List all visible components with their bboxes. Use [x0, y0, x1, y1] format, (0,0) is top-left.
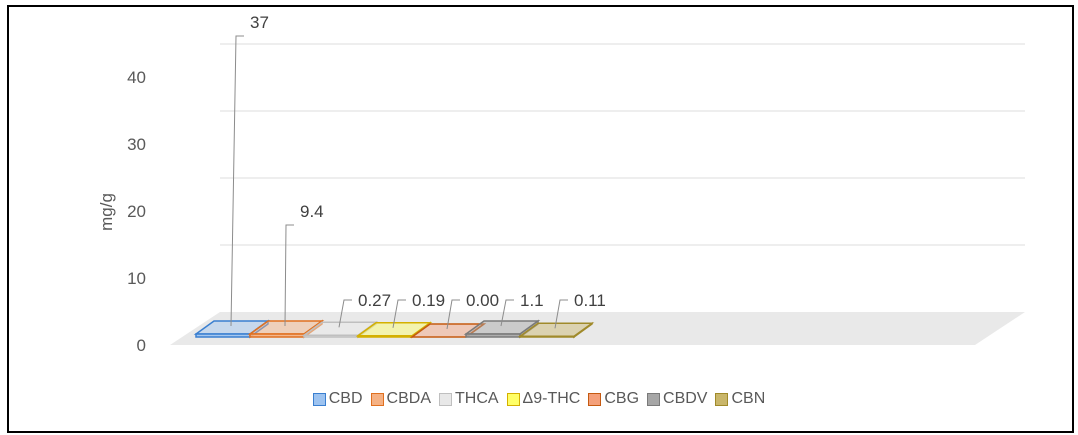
data-label: 37 [250, 13, 269, 32]
legend-label: CBD [328, 390, 363, 407]
data-label: 0.27 [358, 291, 391, 310]
data-label-leader [230, 35, 244, 327]
bar-front-face [195, 333, 251, 338]
legend-item: Δ9-THC [506, 390, 581, 408]
legend-label: CBN [731, 390, 766, 407]
data-labels: 37 9.4 0.27 0.19 0.00 1.1 0.11 [230, 13, 606, 330]
data-label: 0.00 [466, 291, 499, 310]
legend-item: CBDV [647, 390, 707, 408]
legend-item: THCA [438, 390, 499, 408]
data-label-leader [554, 299, 568, 329]
legend-swatch [438, 392, 452, 406]
legend-swatch [715, 392, 729, 406]
bar-front-face [465, 333, 521, 338]
y-tick-label: 40 [127, 68, 146, 87]
data-label: 9.4 [300, 202, 324, 221]
data-label: 1.1 [520, 291, 544, 310]
y-tick-label: 0 [137, 336, 146, 355]
bar-front-face [519, 335, 575, 338]
gridlines [220, 43, 1025, 246]
legend-label: Δ9-THC [522, 390, 581, 407]
legend-item: CBD [312, 390, 363, 408]
data-label-leader [500, 299, 514, 327]
chart-frame [7, 5, 1074, 433]
legend-label: CBG [604, 390, 640, 407]
data-label-leader [284, 224, 294, 327]
legend-item: CBDA [370, 390, 431, 408]
legend-label: CBDV [663, 390, 708, 407]
y-tick-label: 20 [127, 202, 146, 221]
data-label-leader [338, 299, 352, 328]
legend-item: CBN [715, 390, 765, 408]
legend-label: THCA [454, 390, 499, 407]
bars [193, 319, 595, 339]
legend-item: CBG [588, 390, 639, 408]
legend-swatch [370, 392, 384, 406]
legend-swatch [312, 392, 326, 406]
bar-front-face [357, 335, 413, 338]
y-tick-label: 30 [127, 135, 146, 154]
data-label: 0.11 [574, 291, 606, 310]
legend-swatch [647, 392, 661, 406]
legend-swatch [506, 392, 520, 406]
y-tick-label: 10 [127, 269, 146, 288]
bar-cbd [193, 319, 271, 339]
data-label-leader [446, 299, 460, 330]
data-label-leader [392, 299, 406, 328]
y-axis-label: mg/g [97, 193, 116, 231]
legend-swatch [588, 392, 602, 406]
legend-label: CBDA [386, 390, 431, 407]
y-axis-ticks: 0 10 20 30 40 [127, 68, 146, 355]
bar-front-face [249, 333, 305, 338]
bar-cbn [517, 321, 595, 339]
bar-front-face [303, 334, 359, 338]
data-label: 0.19 [412, 291, 445, 310]
legend: CBD CBDA THCA Δ9-THC CBG CBDV CBN [0, 390, 1078, 408]
